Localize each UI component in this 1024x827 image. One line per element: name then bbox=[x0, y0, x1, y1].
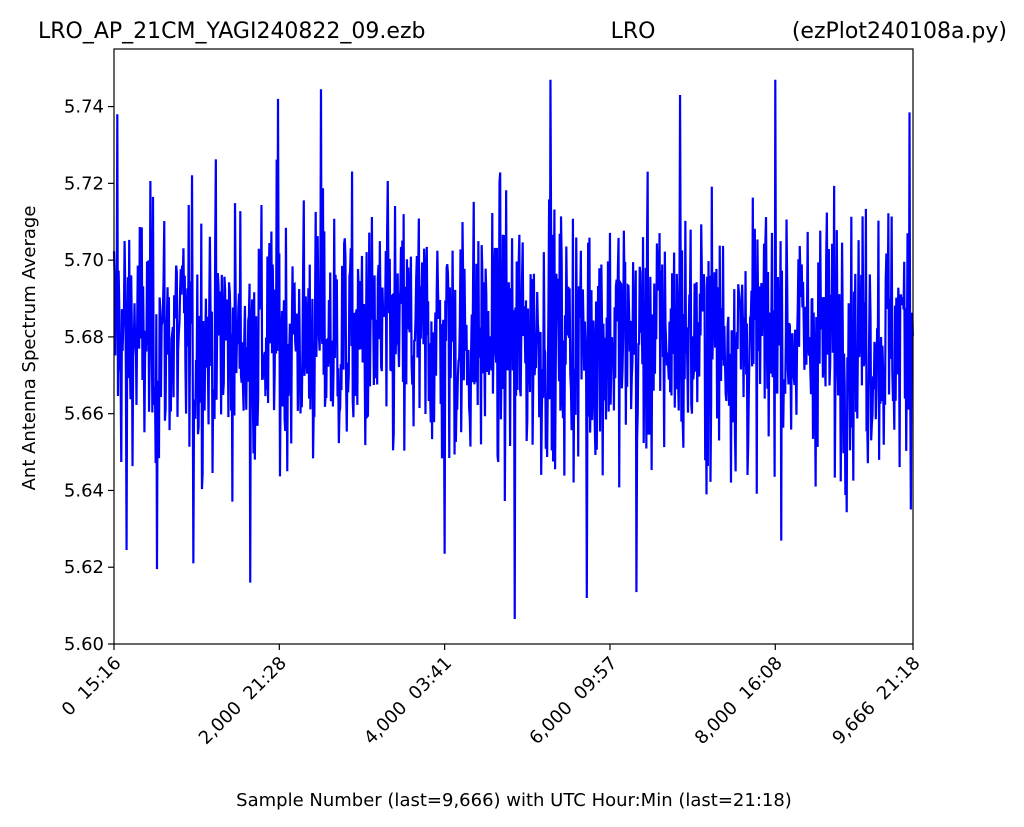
y-axis-label: Ant Antenna Spectrum Average bbox=[19, 206, 40, 491]
y-tick-label: 5.62 bbox=[64, 557, 104, 578]
x-tick-label: 4,000 03:41 bbox=[360, 653, 456, 749]
x-tick-label: 6,000 09:57 bbox=[525, 653, 621, 749]
x-tick-label: 8,000 16:08 bbox=[691, 653, 787, 749]
x-axis-label: Sample Number (last=9,666) with UTC Hour… bbox=[236, 790, 792, 811]
chart-title-script: (ezPlot240108a.py) bbox=[792, 19, 1007, 44]
axes-layer: 5.60 5.62 5.64 5.66 5.68 5.70 5.72 5.74 0 15:16 2… bbox=[58, 48, 925, 749]
plot-frame bbox=[113, 48, 914, 645]
y-tick-label: 5.74 bbox=[64, 97, 104, 118]
chart-title-site: LRO bbox=[611, 19, 656, 44]
y-tick-label: 5.70 bbox=[64, 250, 104, 271]
x-tick-label: 2,000 21:28 bbox=[195, 653, 291, 749]
series-layer bbox=[112, 79, 914, 620]
series-line bbox=[112, 79, 914, 620]
y-tick-label: 5.64 bbox=[64, 480, 104, 501]
y-tick-label: 5.72 bbox=[64, 173, 104, 194]
y-tick-label: 5.60 bbox=[64, 634, 104, 655]
x-tick-label: 0 15:16 bbox=[58, 653, 126, 721]
x-tick-label: 9,666 21:18 bbox=[828, 653, 924, 749]
y-tick-label: 5.66 bbox=[64, 404, 104, 425]
chart-title-filename: LRO_AP_21CM_YAGI240822_09.ezb bbox=[38, 19, 425, 44]
y-tick-label: 5.68 bbox=[64, 327, 104, 348]
